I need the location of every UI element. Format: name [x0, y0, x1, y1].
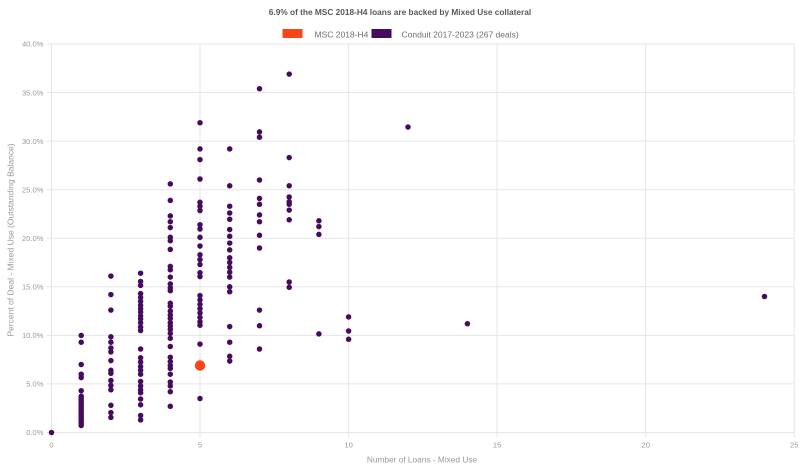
- svg-text:15: 15: [493, 440, 501, 449]
- svg-text:0: 0: [49, 440, 53, 449]
- svg-text:MSC 2018-H4: MSC 2018-H4: [315, 29, 369, 39]
- svg-text:6.9% of the MSC 2018-H4 loans: 6.9% of the MSC 2018-H4 loans are backed…: [269, 7, 531, 17]
- svg-text:25: 25: [790, 440, 798, 449]
- svg-text:10: 10: [344, 440, 352, 449]
- svg-text:Number of Loans - Mixed Use: Number of Loans - Mixed Use: [367, 454, 478, 464]
- svg-text:15.0%: 15.0%: [22, 283, 44, 292]
- svg-text:35.0%: 35.0%: [22, 88, 44, 97]
- svg-text:5: 5: [198, 440, 202, 449]
- svg-text:0.0%: 0.0%: [26, 428, 44, 437]
- svg-text:10.0%: 10.0%: [22, 331, 44, 340]
- svg-text:20.0%: 20.0%: [22, 234, 44, 243]
- svg-text:Percent of Deal - Mixed Use (O: Percent of Deal - Mixed Use (Outstanding…: [6, 143, 16, 336]
- svg-text:5.0%: 5.0%: [26, 380, 44, 389]
- svg-text:30.0%: 30.0%: [22, 137, 44, 146]
- svg-text:25.0%: 25.0%: [22, 185, 44, 194]
- svg-text:20: 20: [641, 440, 649, 449]
- svg-text:Conduit 2017-2023 (267 deals): Conduit 2017-2023 (267 deals): [402, 29, 519, 39]
- svg-text:40.0%: 40.0%: [22, 40, 44, 49]
